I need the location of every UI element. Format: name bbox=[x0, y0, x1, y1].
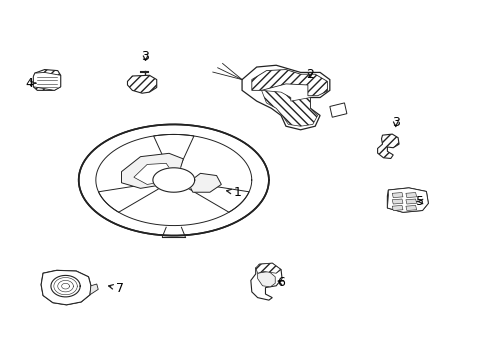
Text: 5: 5 bbox=[415, 195, 423, 208]
Polygon shape bbox=[153, 168, 194, 192]
Polygon shape bbox=[386, 188, 427, 212]
Polygon shape bbox=[405, 206, 416, 211]
Polygon shape bbox=[79, 125, 268, 235]
Polygon shape bbox=[121, 153, 183, 188]
Polygon shape bbox=[250, 263, 282, 300]
Polygon shape bbox=[405, 193, 416, 198]
Polygon shape bbox=[90, 284, 98, 295]
Polygon shape bbox=[391, 199, 402, 204]
Polygon shape bbox=[377, 134, 398, 158]
Polygon shape bbox=[127, 75, 157, 93]
Text: 1: 1 bbox=[226, 186, 241, 199]
Polygon shape bbox=[391, 193, 402, 198]
Polygon shape bbox=[188, 183, 248, 212]
Text: 3: 3 bbox=[142, 50, 149, 63]
Polygon shape bbox=[386, 188, 427, 212]
Polygon shape bbox=[257, 271, 275, 287]
Polygon shape bbox=[41, 270, 91, 305]
Polygon shape bbox=[98, 183, 159, 212]
Polygon shape bbox=[329, 103, 346, 117]
Polygon shape bbox=[96, 134, 251, 226]
Polygon shape bbox=[261, 90, 317, 126]
Polygon shape bbox=[79, 125, 268, 235]
Polygon shape bbox=[153, 134, 194, 168]
Polygon shape bbox=[242, 65, 329, 130]
Polygon shape bbox=[33, 69, 61, 90]
Polygon shape bbox=[251, 69, 327, 96]
Text: 7: 7 bbox=[108, 282, 124, 295]
Text: 2: 2 bbox=[306, 68, 314, 81]
Polygon shape bbox=[33, 72, 61, 90]
Polygon shape bbox=[41, 270, 91, 305]
Text: 3: 3 bbox=[391, 116, 399, 129]
Polygon shape bbox=[51, 275, 80, 297]
Polygon shape bbox=[134, 163, 172, 184]
Polygon shape bbox=[391, 206, 402, 211]
Polygon shape bbox=[405, 199, 416, 204]
Polygon shape bbox=[255, 263, 281, 273]
Text: 4: 4 bbox=[25, 77, 36, 90]
Text: 6: 6 bbox=[277, 276, 285, 289]
Polygon shape bbox=[188, 173, 221, 192]
